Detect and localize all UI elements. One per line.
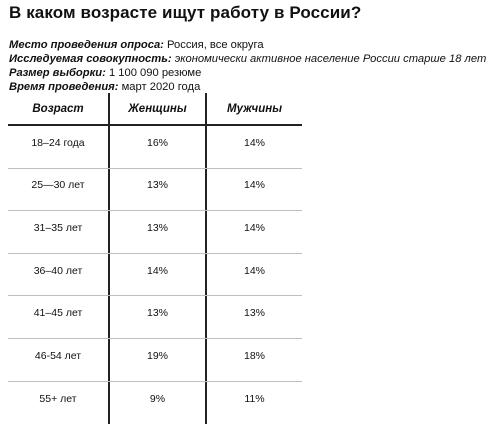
table-row: 36–40 лет 14% 14% <box>8 253 302 297</box>
cell-men: 11% <box>244 392 265 405</box>
table-row: 31–35 лет 13% 14% <box>8 211 302 254</box>
cell-age: 18–24 года <box>8 126 110 168</box>
table-row: 25—30 лет 13% 14% <box>8 168 302 212</box>
cell-age: 46-54 лет <box>8 338 110 381</box>
survey-date: Время проведения: март 2020 года <box>9 80 499 94</box>
cell-women: 19% <box>110 338 207 381</box>
table-row: 55+ лет 9% 11% <box>8 381 302 424</box>
cell-age: 36–40 лет <box>8 253 110 296</box>
cell-age: 41–45 лет <box>8 296 110 338</box>
cell-men: 18% <box>243 349 265 362</box>
survey-date-value: март 2020 года <box>121 81 201 93</box>
cell-men: 14% <box>243 179 265 192</box>
cell-men: 14% <box>243 136 265 149</box>
page: В каком возрасте ищут работу в России? М… <box>8 3 499 424</box>
survey-location: Место проведения опроса: Россия, все окр… <box>9 38 499 52</box>
cell-women: 14% <box>110 253 207 296</box>
header-women: Женщины <box>110 93 207 124</box>
table-header: Возраст Женщины Мужчины <box>8 93 302 126</box>
survey-population-value: экономически активное население России с… <box>174 53 487 65</box>
survey-location-label: Место проведения опроса: <box>9 39 164 51</box>
survey-date-label: Время проведения: <box>9 81 119 93</box>
table-row: 41–45 лет 13% 13% <box>8 296 302 339</box>
survey-sample-size: Размер выборки: 1 100 090 резюме <box>9 66 499 80</box>
header-age: Возраст <box>8 93 110 124</box>
cell-men: 14% <box>243 264 265 277</box>
cell-women: 13% <box>110 168 207 211</box>
cell-age: 31–35 лет <box>8 211 110 253</box>
cell-age: 25—30 лет <box>8 168 110 211</box>
table-row: 46-54 лет 19% 18% <box>8 338 302 382</box>
cell-age: 55+ лет <box>8 381 110 424</box>
survey-sample-size-value: 1 100 090 резюме <box>108 67 202 79</box>
cell-women: 9% <box>110 381 207 424</box>
survey-sample-size-label: Размер выборки: <box>9 67 106 79</box>
survey-population-label: Исследуемая совокупность: <box>9 53 172 65</box>
survey-location-value: Россия, все округа <box>167 39 264 51</box>
cell-men: 14% <box>243 221 265 234</box>
header-men: Мужчины <box>226 102 283 115</box>
cell-women: 13% <box>110 296 207 338</box>
cell-women: 16% <box>110 126 207 168</box>
cell-men: 13% <box>243 307 265 320</box>
survey-population: Исследуемая совокупность: экономически а… <box>9 52 499 66</box>
table-row: 18–24 года 16% 14% <box>8 126 302 169</box>
page-title: В каком возрасте ищут работу в России? <box>9 3 362 22</box>
survey-info: Место проведения опроса: Россия, все окр… <box>9 38 499 94</box>
cell-women: 13% <box>110 211 207 253</box>
age-table: Возраст Женщины Мужчины 18–24 года 16% 1… <box>8 93 302 424</box>
